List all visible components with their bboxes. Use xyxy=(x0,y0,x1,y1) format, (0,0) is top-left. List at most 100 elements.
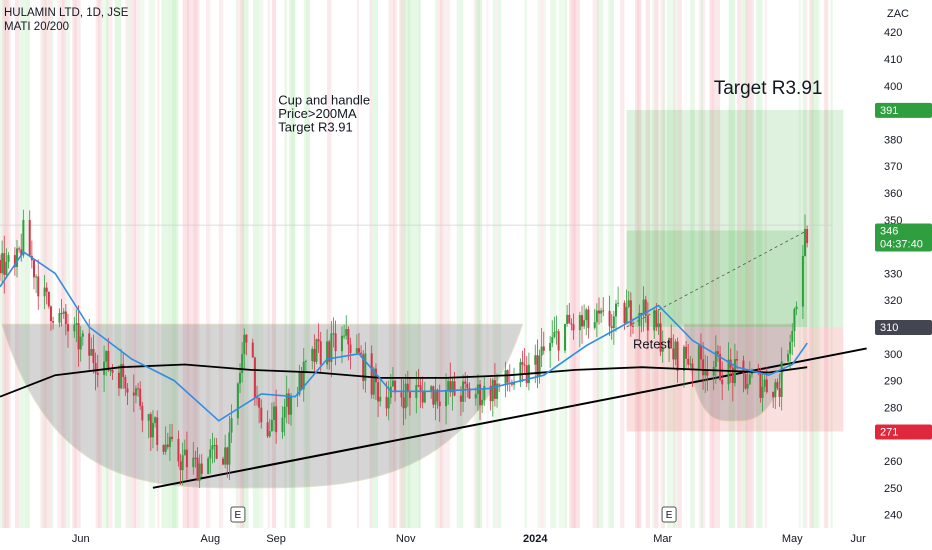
candle-down xyxy=(122,364,125,378)
candle-down xyxy=(623,302,626,324)
candle-up xyxy=(712,367,715,376)
background-band xyxy=(456,0,464,528)
candle-up xyxy=(714,351,717,368)
candle-up xyxy=(343,335,346,337)
candle-up xyxy=(627,300,630,307)
candle-up xyxy=(311,348,314,361)
background-band xyxy=(235,0,238,528)
candle-down xyxy=(251,342,254,358)
candle-down xyxy=(88,333,91,356)
candle-up xyxy=(168,436,171,448)
note-line: Cup and handle xyxy=(278,93,370,108)
candle-down xyxy=(432,386,435,405)
candle-up xyxy=(404,383,407,409)
candle-down xyxy=(374,368,377,383)
background-band xyxy=(129,0,136,528)
candle-up xyxy=(538,355,541,376)
candle-down xyxy=(706,369,709,376)
candle-down xyxy=(137,388,140,390)
candle-up xyxy=(213,445,216,447)
candle-down xyxy=(629,300,632,326)
candle-up xyxy=(73,324,76,332)
background-band xyxy=(645,0,650,528)
candle-up xyxy=(290,395,292,415)
candle-down xyxy=(13,255,16,268)
background-band xyxy=(760,0,763,528)
background-band xyxy=(654,0,659,528)
candle-down xyxy=(466,383,469,389)
candle-down xyxy=(719,353,722,380)
candle-up xyxy=(273,406,276,420)
price-label: 346 xyxy=(880,225,898,237)
background-bands xyxy=(0,0,833,528)
candle-down xyxy=(644,299,647,316)
x-tick-label: Mar xyxy=(653,533,672,545)
background-band xyxy=(437,0,442,528)
candle-down xyxy=(32,260,35,278)
candle-up xyxy=(105,351,108,362)
candle-up xyxy=(372,368,375,395)
candle-up xyxy=(7,255,10,262)
candle-down xyxy=(162,444,165,452)
candle-down xyxy=(132,392,135,396)
price-label: 310 xyxy=(880,322,898,334)
background-band xyxy=(101,0,109,528)
symbol-title[interactable]: HULAMIN LTD, 1D, JSE xyxy=(4,7,129,19)
candle-down xyxy=(597,310,600,314)
background-band xyxy=(44,0,51,528)
candle-up xyxy=(583,320,586,327)
candle-up xyxy=(304,360,307,362)
candle-down xyxy=(670,338,673,349)
candle-down xyxy=(258,397,261,408)
background-band xyxy=(218,0,224,528)
candle-down xyxy=(349,344,352,354)
countdown-label: 04:37:40 xyxy=(880,238,923,250)
candle-down xyxy=(317,339,320,342)
x-tick-label: Nov xyxy=(396,533,416,545)
candle-down xyxy=(659,323,662,352)
candle-down xyxy=(464,381,467,384)
candle-up xyxy=(617,302,620,304)
candle-down xyxy=(572,324,575,331)
background-band xyxy=(677,0,682,528)
candle-down xyxy=(402,397,405,409)
candle-up xyxy=(483,385,486,400)
candle-down xyxy=(493,380,496,399)
candle-down xyxy=(94,363,97,373)
candle-down xyxy=(568,314,571,324)
y-tick-label: 380 xyxy=(884,134,902,146)
candle-up xyxy=(332,333,335,335)
cup-shape xyxy=(1,323,524,489)
candle-down xyxy=(347,328,350,345)
background-band xyxy=(418,0,421,528)
background-band xyxy=(635,0,642,528)
currency-label[interactable]: ZAC xyxy=(887,8,909,20)
candle-down xyxy=(772,391,775,398)
candle-up xyxy=(600,310,603,314)
candle-up xyxy=(211,445,214,450)
candle-up xyxy=(447,381,450,391)
candle-down xyxy=(631,325,634,327)
candle-down xyxy=(417,385,420,387)
candle-down xyxy=(141,406,144,421)
candle-up xyxy=(750,372,753,375)
background-band xyxy=(288,0,296,528)
price-label: 271 xyxy=(880,427,898,439)
x-tick-label: May xyxy=(782,533,803,545)
candle-up xyxy=(181,455,184,471)
candle-down xyxy=(124,377,127,389)
candle-down xyxy=(177,438,180,462)
background-band xyxy=(42,0,45,528)
indicator-title[interactable]: MATI 20/200 xyxy=(4,21,69,33)
background-band xyxy=(698,0,706,528)
candle-down xyxy=(702,359,705,376)
candle-up xyxy=(345,328,348,336)
candle-up xyxy=(391,380,394,387)
background-band xyxy=(737,0,742,528)
background-band xyxy=(475,0,483,528)
background-band xyxy=(252,0,260,528)
background-band xyxy=(537,0,540,528)
candle-up xyxy=(241,354,244,374)
